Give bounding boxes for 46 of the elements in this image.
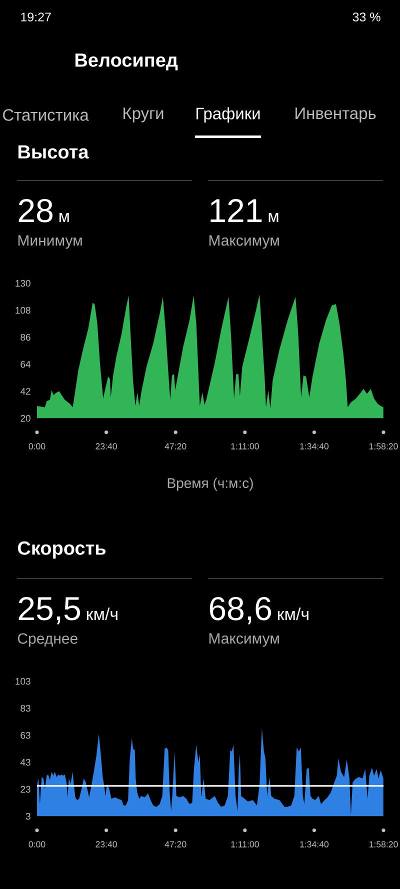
- x-tick-label: 47:20: [164, 841, 186, 848]
- text: Максимум: [209, 633, 279, 647]
- y-tick-label: 43: [20, 758, 30, 766]
- y-tick-label: 130: [16, 280, 30, 287]
- x-tick-label: 23:40: [96, 841, 117, 848]
- text: Графики: [196, 107, 260, 123]
- text: км/ч: [278, 608, 308, 620]
- y-tick-label: 20: [20, 414, 30, 422]
- text: км/ч: [86, 608, 118, 620]
- chart-title: Скорость: [18, 541, 106, 559]
- text: 68,6: [210, 596, 271, 624]
- text: м: [59, 213, 69, 222]
- x-tick-label: 1:34:40: [300, 443, 329, 450]
- text: 33 %: [352, 12, 380, 22]
- text: Велосипед: [75, 54, 178, 70]
- text: Среднее: [18, 633, 78, 647]
- x-tick-label: 1:58:20: [369, 841, 398, 848]
- text: 25,5: [18, 596, 80, 624]
- y-tick-label: 83: [20, 704, 30, 712]
- x-tick-label: 47:20: [164, 443, 186, 450]
- y-tick-label: 64: [20, 360, 31, 368]
- y-tick-label: 63: [20, 732, 30, 739]
- y-tick-label: 108: [16, 306, 30, 314]
- text: м: [268, 213, 278, 222]
- text: 121: [210, 198, 262, 222]
- y-tick-label: 86: [20, 334, 30, 341]
- text: Максимум: [209, 235, 279, 249]
- y-tick-label: 23: [20, 786, 30, 793]
- x-tick-label: 23:40: [96, 443, 117, 450]
- y-tick-label: 103: [16, 678, 30, 685]
- chart-title: Высота: [18, 145, 89, 159]
- x-tick-label: 1:11:00: [231, 841, 259, 848]
- y-tick-label: 42: [20, 388, 30, 395]
- x-tick-label: 0:00: [28, 841, 46, 848]
- x-tick-label: 1:58:20: [369, 443, 398, 450]
- text: Статистика: [3, 109, 89, 121]
- text: 19:27: [21, 12, 51, 22]
- text: 28: [18, 198, 52, 222]
- x-tick-label: 1:11:00: [231, 443, 259, 450]
- text: Инвентарь: [296, 108, 376, 122]
- x-tick-label: 1:34:40: [300, 841, 329, 848]
- x-axis-title: Время (ч:м:с): [168, 478, 253, 491]
- text: Минимум: [18, 235, 82, 249]
- text: Круги: [124, 108, 164, 122]
- x-tick-label: 0:00: [28, 443, 46, 450]
- y-tick-label: 3: [26, 812, 30, 820]
